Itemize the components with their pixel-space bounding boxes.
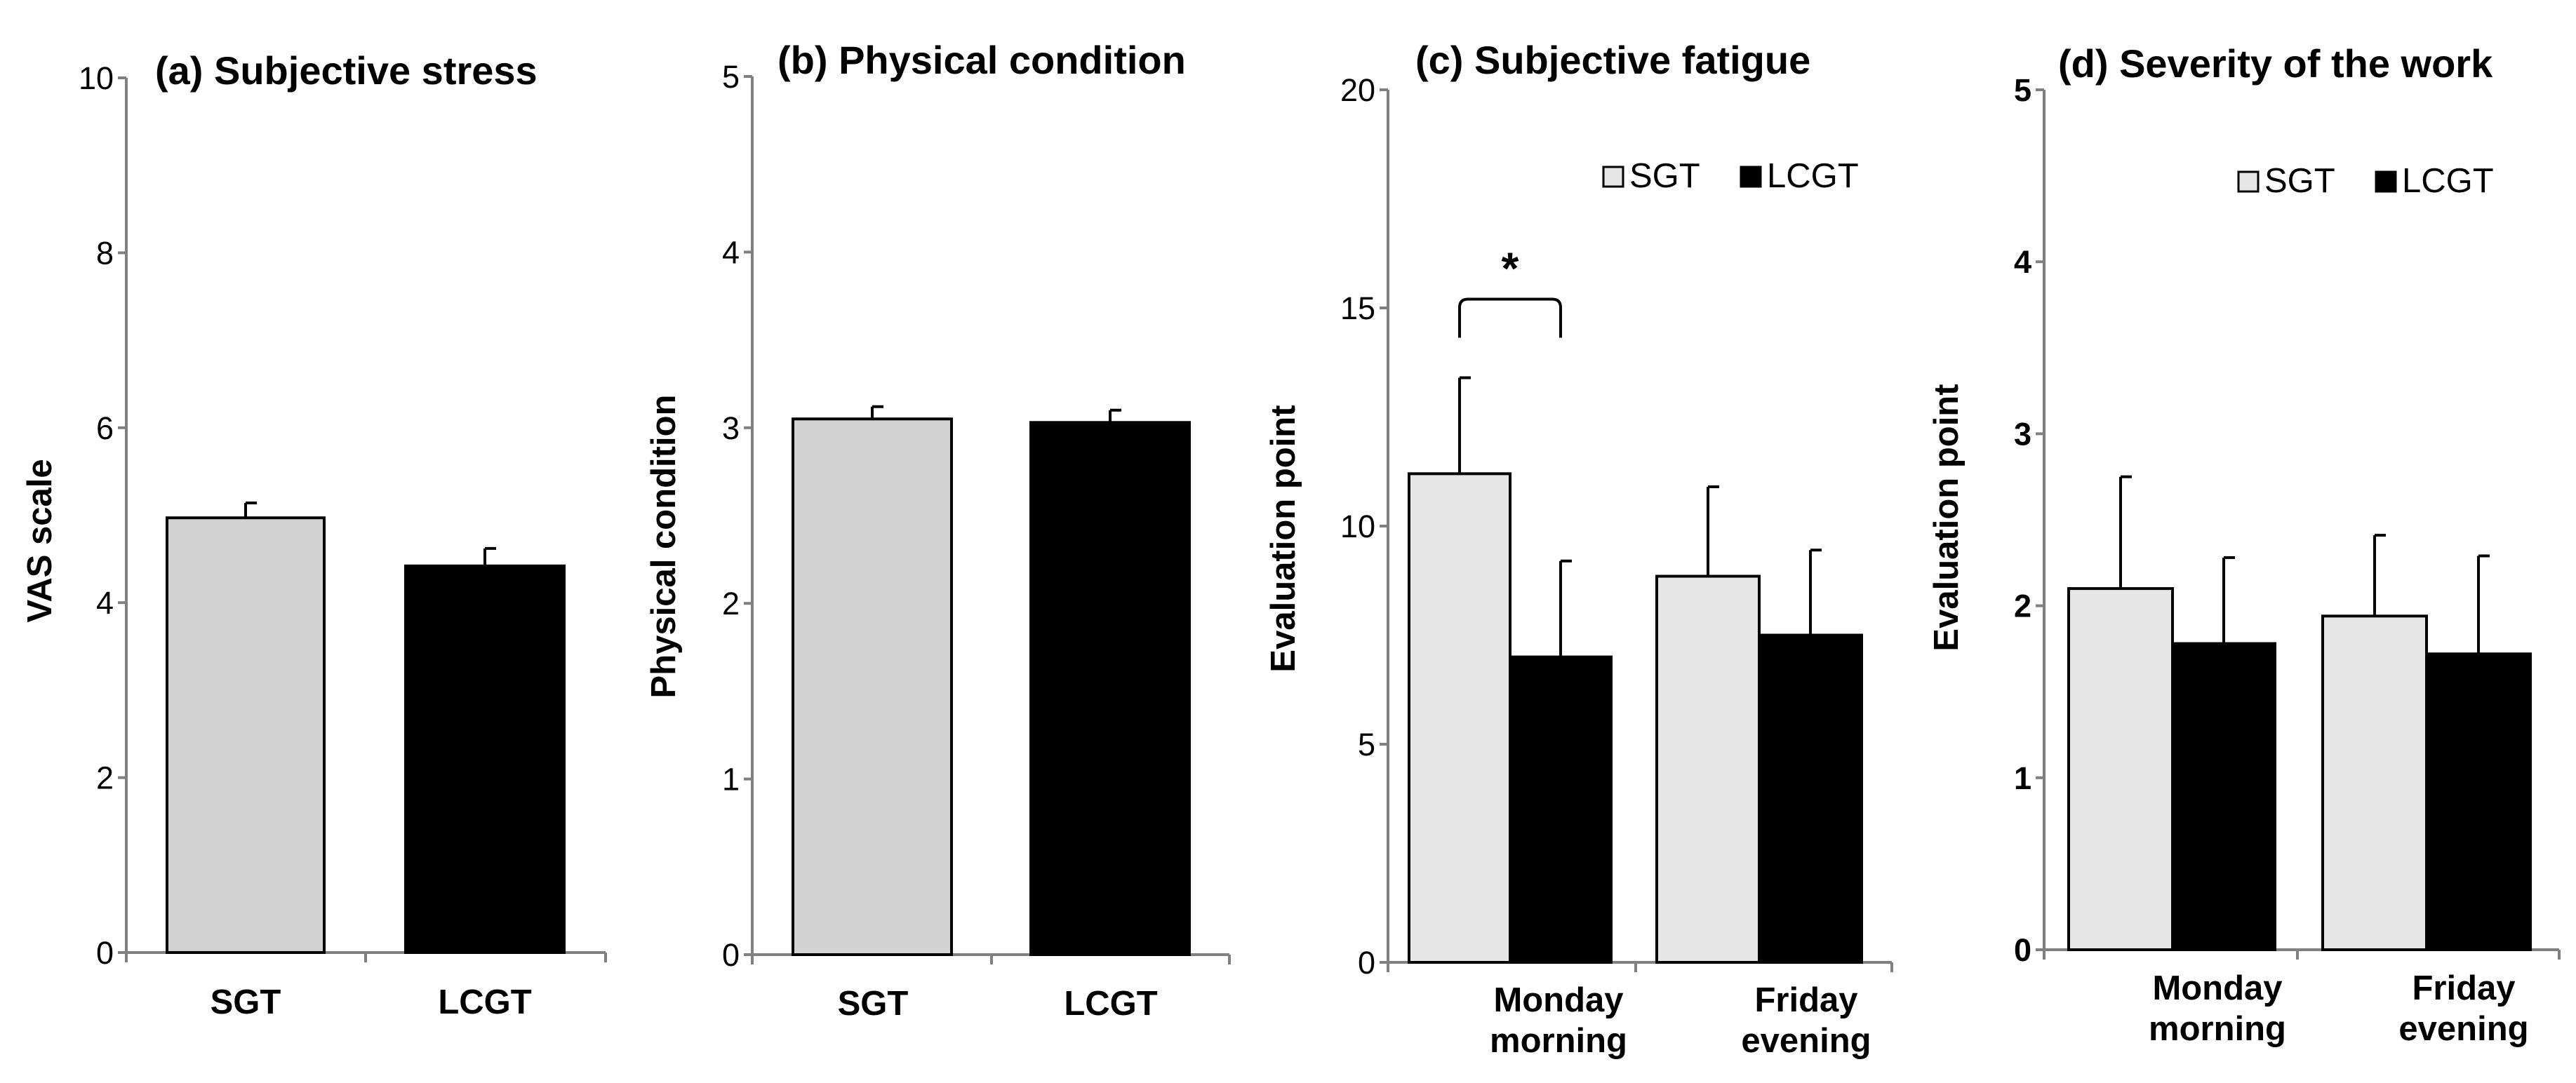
panel-c-legend: SGT LCGT [1602, 157, 1859, 195]
panel-d-title: (d) Severity of the work [2058, 41, 2493, 86]
legend-swatch-sgt [1602, 166, 1624, 188]
bar-sgt-0 [792, 417, 953, 956]
panel-b-categories: SGT LCGT [838, 985, 1158, 1023]
y-tick-label: 15 [1340, 290, 1375, 326]
legend-label-lcgt: LCGT [1767, 157, 1859, 195]
y-tick-label: 3 [722, 410, 740, 446]
y-tick-label: 5 [2014, 72, 2031, 108]
y-tick-label: 1 [2014, 760, 2031, 796]
panel-d-category-label-line1: Friday evening [2398, 969, 2528, 1048]
panel-a-category-label: LCGT [438, 983, 531, 1021]
bar-sgt-1 [2321, 614, 2428, 951]
bar-lcgt-1 [2425, 652, 2532, 951]
bar-lcgt-0 [2171, 642, 2276, 951]
y-tick-label: 8 [96, 235, 114, 271]
panel-b-category-label: SGT [838, 985, 909, 1023]
significance-bracket [1458, 297, 1562, 338]
legend-swatch-lcgt [1740, 166, 1762, 188]
legend-swatch-lcgt [2375, 170, 2397, 193]
significance-star: * [1502, 243, 1519, 294]
y-tick-label: 2 [2014, 588, 2031, 624]
bar-sgt-0 [1408, 472, 1511, 964]
panel-d-category-label-line1: Monday morning [2149, 969, 2286, 1048]
y-tick-label: 1 [722, 762, 740, 798]
panel-c-plot: 0 5 10 15 20 * [1340, 72, 1893, 981]
panel-c-category-label-line1: Monday morning [1490, 981, 1627, 1060]
panel-b-plot: 0 1 2 3 4 5 [722, 59, 1231, 973]
panel-a-categories: SGT LCGT [211, 983, 532, 1021]
y-tick-label: 0 [1358, 945, 1375, 981]
panel-a-y-axis-label: VAS scale [21, 459, 59, 622]
y-tick-label: 10 [79, 60, 114, 96]
y-tick-label: 20 [1340, 72, 1375, 108]
panel-c: (c) Subjective fatigue Evaluation point … [1264, 38, 1893, 1060]
bar-lcgt-1 [1029, 421, 1191, 956]
y-tick-label: 0 [96, 935, 114, 971]
panel-c-y-axis-label: Evaluation point [1264, 405, 1302, 672]
y-tick-label: 5 [1358, 727, 1375, 762]
panel-c-categories: Monday morning Friday evening [1490, 981, 1871, 1060]
panel-c-category-label-line1: Friday evening [1741, 981, 1871, 1060]
panel-d-categories: Monday morning Friday evening [2149, 969, 2529, 1048]
panel-d-plot: 0 1 2 3 4 5 [2014, 72, 2561, 968]
panel-a-category-label: SGT [211, 983, 281, 1021]
panel-d-y-axis-label: Evaluation point [1928, 384, 1966, 651]
bar-lcgt-1 [1758, 633, 1863, 964]
legend-label-sgt: SGT [1629, 157, 1700, 195]
panel-c-title: (c) Subjective fatigue [1415, 38, 1810, 82]
y-tick-label: 6 [96, 410, 114, 446]
panel-b-y-axis-label: Physical condition [645, 395, 683, 699]
panel-a-plot: 0 2 4 6 8 10 [79, 60, 607, 971]
bar-sgt-0 [2067, 587, 2174, 951]
y-tick-label: 10 [1340, 509, 1375, 544]
bar-sgt-0 [166, 516, 326, 954]
y-tick-label: 2 [96, 760, 114, 796]
bar-lcgt-1 [404, 564, 566, 954]
bar-sgt-1 [1655, 574, 1761, 964]
y-tick-label: 0 [2014, 932, 2031, 968]
legend-swatch-sgt [2237, 170, 2260, 193]
bar-lcgt-0 [1509, 655, 1613, 964]
panel-d: (d) Severity of the work Evaluation poin… [1928, 41, 2561, 1048]
legend-label-lcgt: LCGT [2402, 162, 2494, 200]
y-tick-label: 3 [2014, 416, 2031, 452]
panel-b: (b) Physical condition Physical conditio… [645, 38, 1231, 1023]
y-tick-label: 2 [722, 586, 740, 621]
panel-b-category-label: LCGT [1064, 985, 1157, 1023]
panel-a: (a) Subjective stress VAS scale 0246810 … [21, 48, 607, 1021]
y-tick-label: 5 [722, 59, 740, 95]
panel-d-legend: SGT LCGT [2237, 162, 2494, 200]
panel-a-title: (a) Subjective stress [155, 48, 538, 93]
legend-label-sgt: SGT [2264, 162, 2335, 200]
y-tick-label: 4 [96, 585, 114, 621]
y-tick-label: 4 [722, 234, 740, 270]
y-tick-label: 0 [722, 937, 740, 973]
y-tick-label: 4 [2014, 244, 2031, 280]
panel-b-title: (b) Physical condition [778, 38, 1186, 82]
